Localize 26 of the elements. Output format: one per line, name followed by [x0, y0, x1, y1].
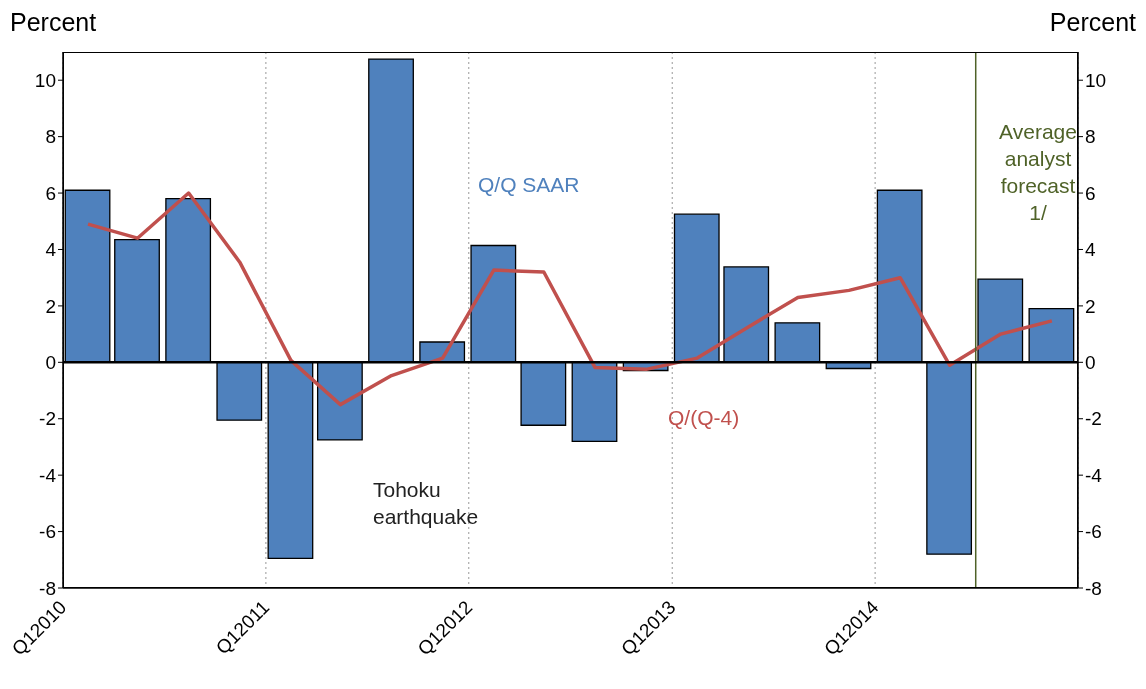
y-tick-label: -2	[39, 408, 56, 430]
y-tick-label: 0	[45, 352, 56, 374]
y2-tick-label: 8	[1085, 126, 1096, 148]
y-tick-label: -6	[39, 521, 56, 543]
y-tick-label: -8	[39, 577, 56, 599]
y-tick-label: 8	[45, 126, 56, 148]
y-tick-label: -4	[39, 464, 57, 486]
text: Q/Q SAAR	[478, 173, 580, 197]
y2-tick-label: -8	[1085, 577, 1102, 599]
y2-tick-label: 4	[1085, 239, 1096, 261]
y2-tick-label: 10	[1085, 69, 1107, 91]
y2-tick-label: 2	[1085, 295, 1096, 317]
y2-tick-label: -2	[1085, 408, 1102, 430]
y-tick-label: 6	[45, 182, 56, 204]
y-tick-label: 2	[45, 295, 56, 317]
y2-tick-label: 6	[1085, 182, 1096, 204]
y2-tick-label: -4	[1085, 464, 1103, 486]
annotation: Tohoku earthquake	[373, 477, 480, 530]
y-tick-label: 4	[45, 239, 57, 261]
y2-tick-label: -6	[1085, 521, 1102, 543]
y-tick-label: 10	[34, 69, 56, 91]
y-axis-title: Percent	[10, 8, 97, 37]
y2-tick-label: 0	[1085, 352, 1096, 374]
annotation: Average analyst forecast 1/	[998, 119, 1078, 226]
series-label: Q/(Q-4)	[668, 406, 740, 430]
y2-axis-title: Percent	[1049, 8, 1136, 37]
